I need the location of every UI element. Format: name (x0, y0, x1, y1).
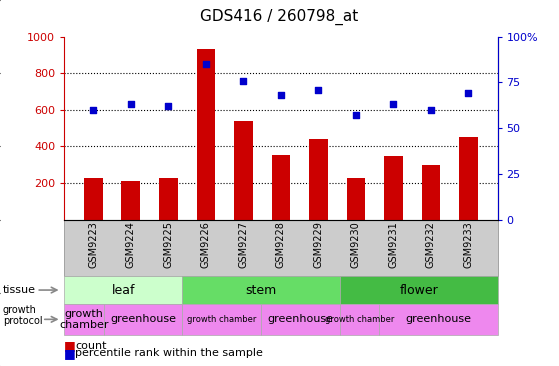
Text: greenhouse: greenhouse (110, 314, 176, 324)
Point (164, 103, 173, 109)
Bar (421, 165, 440, 220)
Text: GDS416 / 260798_at: GDS416 / 260798_at (200, 9, 359, 25)
Point (89, 107, 98, 113)
Point (277, 92, 286, 98)
Point (427, 107, 435, 113)
Point (352, 112, 361, 118)
Bar (272, 154, 290, 220)
Bar (159, 178, 178, 220)
Bar (459, 137, 478, 220)
Text: stem: stem (245, 284, 277, 296)
Point (126, 101, 135, 107)
Text: ■: ■ (64, 347, 76, 360)
Point (389, 101, 398, 107)
Text: ■: ■ (64, 339, 76, 352)
Text: growth
protocol: growth protocol (3, 305, 42, 326)
Bar (234, 121, 253, 220)
Bar (84, 178, 103, 220)
Text: greenhouse: greenhouse (405, 314, 471, 324)
Text: flower: flower (399, 284, 438, 296)
Point (464, 90, 473, 96)
Point (239, 78, 248, 83)
Text: growth
chamber: growth chamber (59, 309, 109, 330)
Bar (309, 139, 328, 220)
Bar (347, 178, 365, 220)
Text: count: count (75, 341, 107, 351)
Bar (197, 49, 215, 220)
Point (314, 87, 323, 93)
Text: tissue: tissue (3, 285, 36, 295)
Bar (384, 156, 403, 220)
Text: growth chamber: growth chamber (325, 315, 394, 324)
Text: percentile rank within the sample: percentile rank within the sample (75, 348, 263, 358)
Text: greenhouse: greenhouse (268, 314, 334, 324)
Text: leaf: leaf (112, 284, 135, 296)
Point (201, 61, 210, 67)
Bar (121, 181, 140, 220)
Text: growth chamber: growth chamber (187, 315, 257, 324)
